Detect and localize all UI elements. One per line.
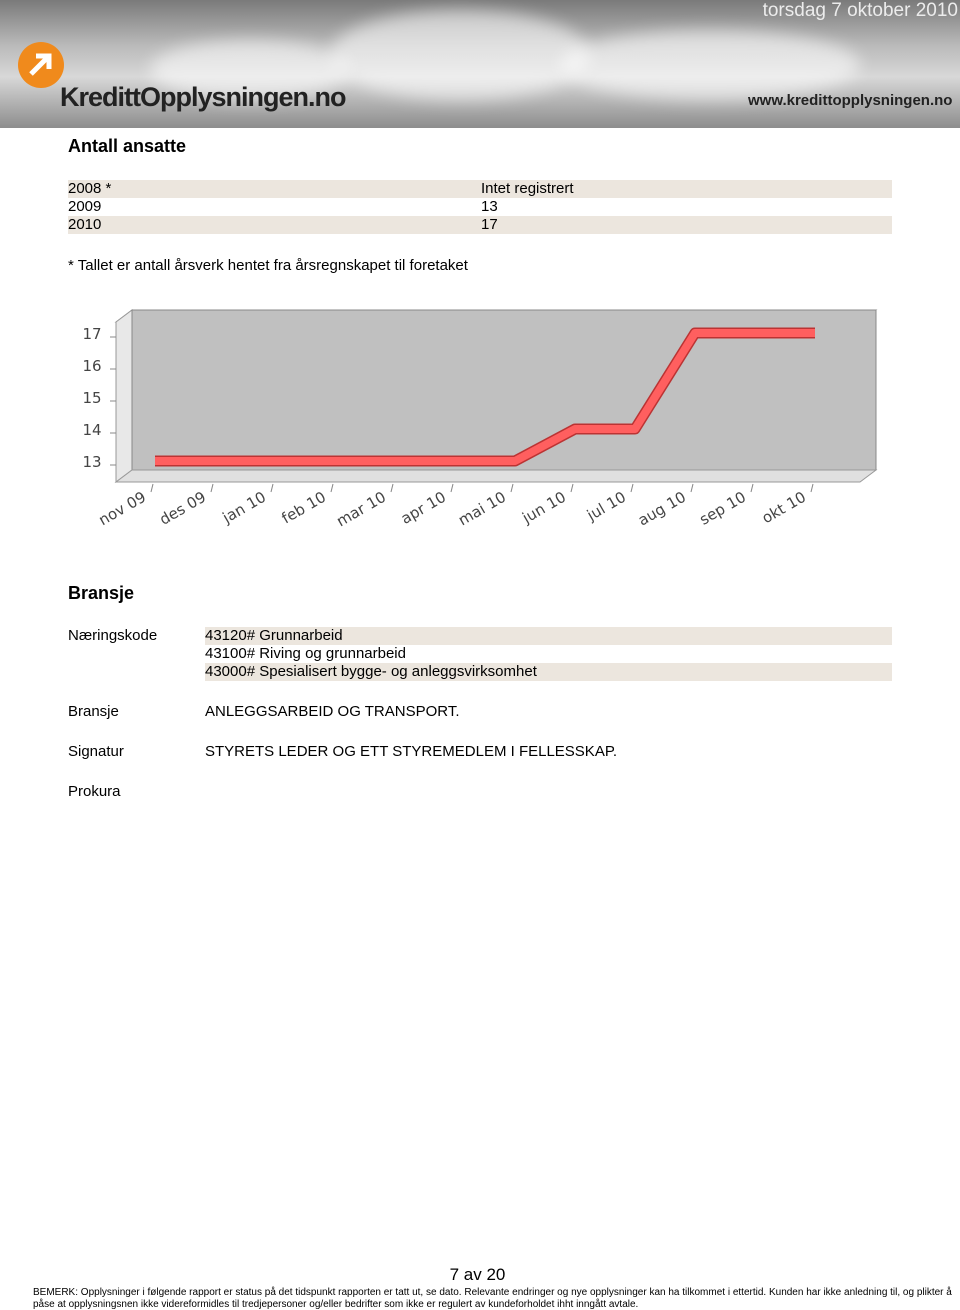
logo-text: KredittOpplysningen.no bbox=[60, 82, 346, 112]
x-tick-label: apr 10 bbox=[398, 488, 449, 528]
logo-icon bbox=[18, 42, 64, 88]
report-date: torsdag 7 oktober 2010 bbox=[762, 0, 958, 21]
year-cell: 2010 bbox=[68, 216, 102, 233]
section-title: Bransje bbox=[68, 583, 135, 603]
x-tick bbox=[330, 483, 334, 493]
remark-line: påse at opplysningsnen ikke videreformid… bbox=[33, 1299, 639, 1310]
row-label: Prokura bbox=[68, 783, 121, 800]
row-label: Næringskode bbox=[68, 627, 158, 644]
x-tick-label: mar 10 bbox=[333, 488, 389, 531]
row-background bbox=[205, 627, 892, 645]
x-tick bbox=[510, 483, 514, 493]
row-value: 43000# Spesialisert bygge- og anleggsvir… bbox=[205, 663, 537, 680]
value-cell: Intet registrert bbox=[481, 180, 574, 197]
x-tick-label: sep 10 bbox=[696, 488, 749, 529]
site-url: www.kredittopplysningen.no bbox=[748, 92, 953, 109]
line bbox=[155, 329, 815, 465]
x-tick-label: jan 10 bbox=[219, 488, 269, 527]
page-number: 7 av 20 bbox=[449, 1265, 506, 1284]
x-tick-label: jul 10 bbox=[583, 488, 629, 525]
plot-floor bbox=[114, 469, 878, 483]
x-tick bbox=[750, 483, 754, 493]
row-value: ANLEGGSARBEID OG TRANSPORT. bbox=[205, 703, 460, 720]
section-title: Antall ansatte bbox=[68, 136, 187, 156]
row-value: 43100# Riving og grunnarbeid bbox=[205, 645, 406, 662]
value-cell: 13 bbox=[481, 198, 498, 215]
x-tick-label: okt 10 bbox=[759, 488, 809, 527]
y-tick-label: 14 bbox=[82, 421, 101, 439]
x-tick-label: jun 10 bbox=[518, 488, 569, 528]
x-tick-label: des 09 bbox=[156, 488, 209, 529]
x-tick bbox=[450, 483, 454, 493]
row-background bbox=[205, 663, 892, 681]
row-background bbox=[68, 216, 892, 234]
chart: 13 14 15 16 17 nov 09 des 09 jan 10 feb 10 mar 10… bbox=[82, 309, 878, 531]
x-tick bbox=[810, 483, 814, 493]
x-tick-label: aug 10 bbox=[635, 488, 689, 530]
remark-line: BEMERK: Opplysninger i følgende rapport … bbox=[33, 1287, 952, 1298]
header-banner: KredittOpplysningen.no www.kredittopplys… bbox=[0, 0, 960, 128]
year-cell: 2009 bbox=[68, 198, 102, 215]
x-tick-label: nov 09 bbox=[95, 488, 149, 529]
row-label: Bransje bbox=[68, 703, 119, 720]
x-tick bbox=[270, 483, 274, 493]
x-tick bbox=[690, 483, 694, 493]
x-tick bbox=[570, 483, 574, 493]
footnote: * Tallet er antall årsverk hentet fra år… bbox=[68, 257, 468, 274]
value-cell: 17 bbox=[481, 216, 498, 233]
year-cell: 2008 * bbox=[68, 180, 112, 197]
y-tick-label: 15 bbox=[82, 389, 101, 407]
row-value: 43120# Grunnarbeid bbox=[205, 627, 343, 644]
x-tick-label: feb 10 bbox=[279, 488, 329, 528]
x-tick bbox=[210, 483, 214, 493]
y-tick-label: 13 bbox=[82, 453, 101, 471]
x-tick-label: mai 10 bbox=[455, 488, 509, 530]
plot-side-wall bbox=[115, 309, 133, 483]
x-tick bbox=[630, 483, 634, 493]
x-tick bbox=[150, 483, 154, 493]
y-tick-label: 16 bbox=[82, 357, 101, 375]
row-background bbox=[68, 180, 892, 198]
row-label: Signatur bbox=[68, 743, 124, 760]
y-tick-label: 17 bbox=[82, 325, 101, 343]
row-value: STYRETS LEDER OG ETT STYREMEDLEM I FELLE… bbox=[205, 743, 618, 760]
x-tick bbox=[390, 483, 394, 493]
